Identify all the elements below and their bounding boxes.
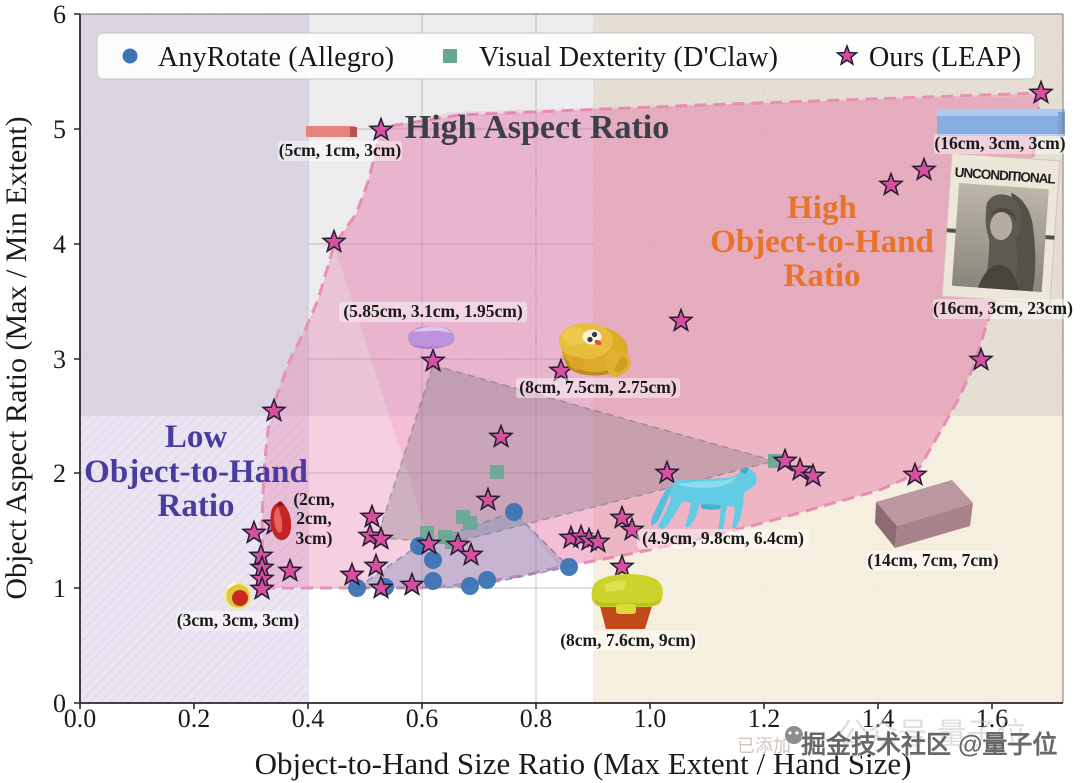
svg-text:1.0: 1.0 — [634, 704, 667, 733]
svg-text:Object-to-Hand Size Ratio (Max: Object-to-Hand Size Ratio (Max Extent / … — [255, 746, 912, 781]
svg-text:(14cm, 7cm, 7cm): (14cm, 7cm, 7cm) — [867, 550, 998, 570]
svg-text:(8cm, 7.5cm, 2.75cm): (8cm, 7.5cm, 2.75cm) — [519, 377, 677, 397]
svg-text:0.2: 0.2 — [178, 704, 211, 733]
svg-text:5: 5 — [53, 115, 66, 144]
svg-text:Object Aspect Ratio (Max / Min: Object Aspect Ratio (Max / Min Extent) — [0, 116, 33, 599]
svg-text:(3cm, 3cm, 3cm): (3cm, 3cm, 3cm) — [177, 610, 300, 630]
svg-text:(16cm, 3cm, 3cm): (16cm, 3cm, 3cm) — [934, 133, 1065, 153]
svg-text:Object-to-Hand: Object-to-Hand — [710, 224, 934, 260]
svg-text:0.4: 0.4 — [292, 704, 325, 733]
svg-text:Ratio: Ratio — [784, 258, 861, 294]
svg-text:(2cm,: (2cm, — [293, 489, 334, 509]
svg-text:1.2: 1.2 — [748, 704, 781, 733]
svg-text:(5.85cm, 3.1cm, 1.95cm): (5.85cm, 3.1cm, 1.95cm) — [343, 301, 522, 321]
svg-text:Low: Low — [165, 419, 228, 455]
svg-text:0: 0 — [53, 689, 66, 718]
svg-text:Ours (LEAP): Ours (LEAP) — [869, 42, 1021, 73]
svg-text:Ratio: Ratio — [158, 488, 235, 524]
svg-text:0.6: 0.6 — [406, 704, 439, 733]
svg-text:High Aspect Ratio: High Aspect Ratio — [405, 109, 669, 146]
svg-text:4: 4 — [53, 230, 66, 259]
svg-text:Object-to-Hand: Object-to-Hand — [84, 454, 308, 490]
svg-text:3cm): 3cm) — [296, 528, 333, 548]
svg-text:掘金技术社区 @量子位: 掘金技术社区 @量子位 — [801, 730, 1057, 759]
svg-text:1.4: 1.4 — [862, 704, 895, 733]
svg-text:Visual Dexterity (D'Claw): Visual Dexterity (D'Claw) — [479, 42, 778, 73]
svg-text:(5cm, 1cm, 3cm): (5cm, 1cm, 3cm) — [279, 140, 402, 160]
svg-text:AnyRotate (Allegro): AnyRotate (Allegro) — [158, 42, 394, 73]
svg-text:公众号 量子位: 公众号 量子位 — [838, 718, 1026, 751]
svg-text:(16cm, 3cm, 23cm): (16cm, 3cm, 23cm) — [933, 298, 1073, 318]
svg-text:6: 6 — [53, 0, 66, 29]
svg-text:2: 2 — [53, 459, 66, 488]
svg-text:(4.9cm, 9.8cm, 6.4cm): (4.9cm, 9.8cm, 6.4cm) — [642, 528, 804, 548]
svg-text:已添加: 已添加 — [737, 736, 791, 756]
svg-text:1.6: 1.6 — [976, 704, 1009, 733]
svg-text:3: 3 — [53, 345, 66, 374]
svg-text:UNCONDITIONAL: UNCONDITIONAL — [954, 165, 1056, 187]
svg-text:2cm,: 2cm, — [296, 508, 331, 528]
svg-text:(8cm, 7.6cm, 9cm): (8cm, 7.6cm, 9cm) — [560, 630, 696, 650]
svg-text:1: 1 — [53, 574, 66, 603]
svg-text:0.0: 0.0 — [64, 704, 97, 733]
svg-text:0.8: 0.8 — [520, 704, 553, 733]
svg-text:High: High — [787, 190, 857, 226]
